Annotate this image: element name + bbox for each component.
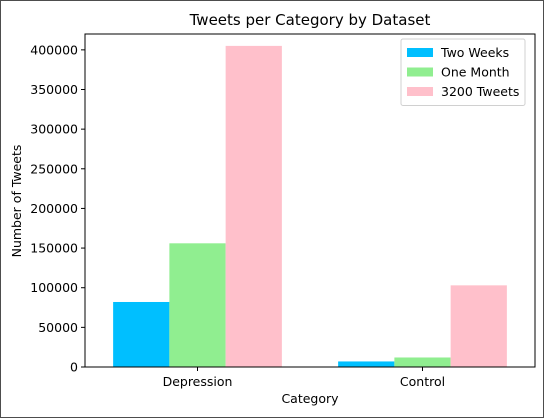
- legend: Two Weeks One Month 3200 Tweets: [400, 38, 526, 106]
- y-tick-label: 100000: [30, 280, 78, 295]
- bar-one-month-depression: [169, 243, 226, 367]
- y-tick-label: 50000: [38, 320, 78, 335]
- y-tick-label: 200000: [30, 201, 78, 216]
- bar-two-weeks-depression: [113, 301, 170, 367]
- bar-one-month-control: [394, 357, 451, 367]
- y-tick-label: 150000: [30, 241, 78, 256]
- y-tick-label: 300000: [30, 122, 78, 137]
- legend-swatch: [407, 67, 433, 77]
- y-tick-label: 400000: [30, 42, 78, 57]
- y-tick-label: 0: [70, 360, 78, 375]
- chart-title: Tweets per Category by Dataset: [189, 11, 431, 29]
- legend-label: Two Weeks: [440, 45, 509, 60]
- y-tick-label: 250000: [30, 161, 78, 176]
- y-axis-label: Number of Tweets: [9, 145, 24, 258]
- bar-3200-tweets-control: [450, 285, 507, 367]
- x-axis: Depression Control: [163, 367, 445, 389]
- legend-label: One Month: [441, 65, 510, 80]
- x-axis-label: Category: [281, 391, 339, 406]
- plot-area: [84, 33, 536, 368]
- legend-swatch: [407, 48, 433, 57]
- x-tick-label: Depression: [163, 374, 233, 389]
- legend-label: 3200 Tweets: [441, 84, 519, 99]
- y-tick-label: 350000: [30, 82, 78, 97]
- x-tick-label: Control: [400, 374, 445, 389]
- bar-3200-tweets-depression: [225, 45, 282, 367]
- y-axis: 0 50000 100000 150000 200000 250000 300000 3500…: [30, 42, 85, 375]
- bar-two-weeks-control: [338, 361, 395, 367]
- legend-swatch: [407, 87, 433, 96]
- plot-frame: [84, 33, 536, 368]
